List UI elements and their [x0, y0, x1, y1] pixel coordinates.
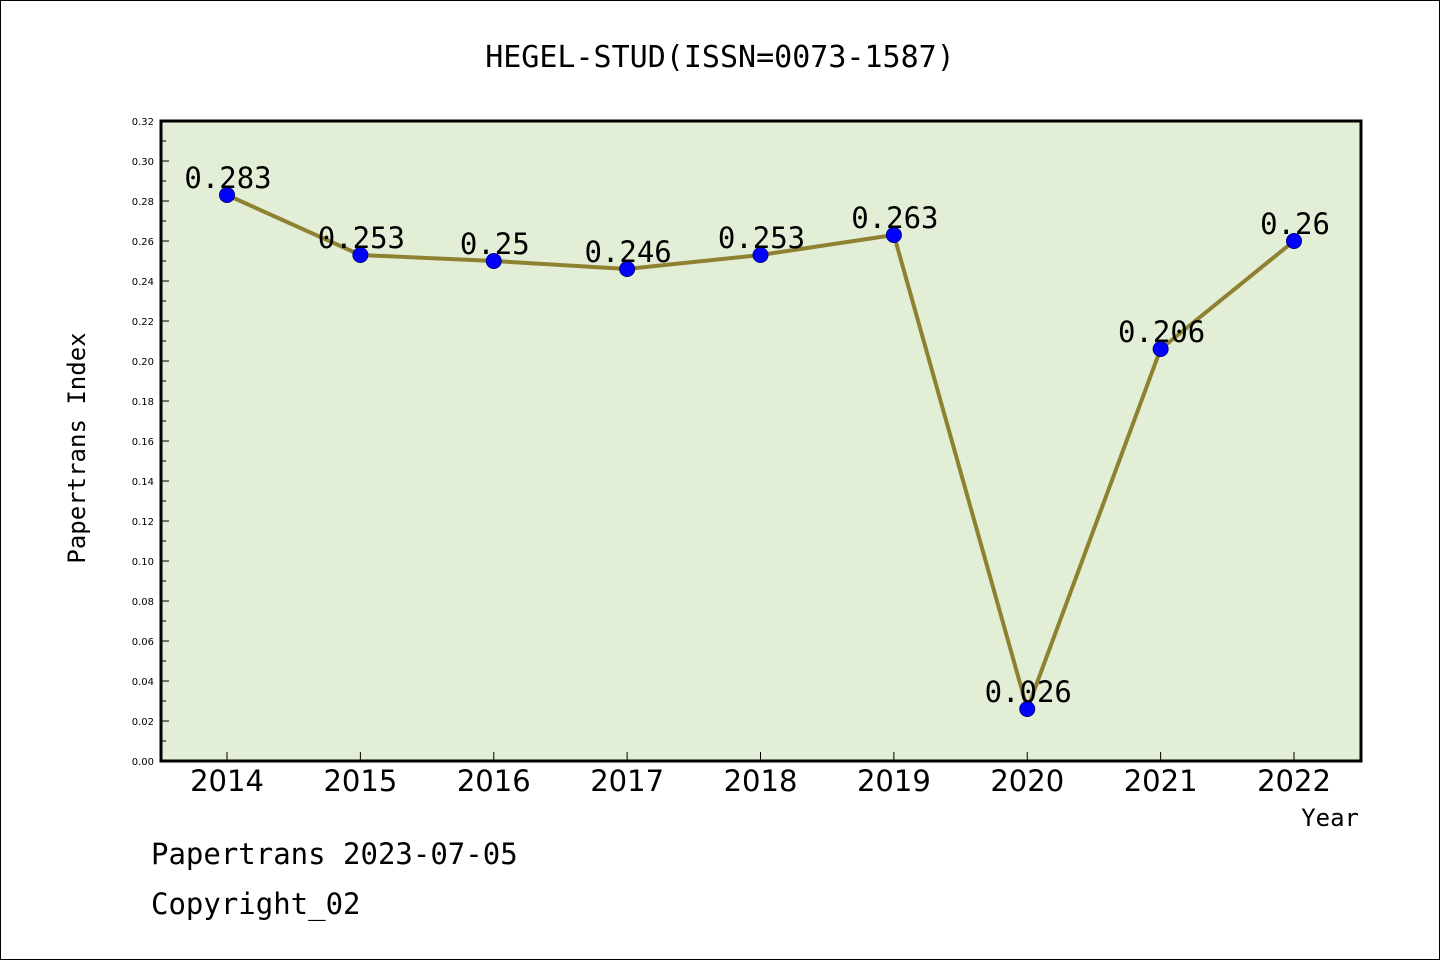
y-axis: 0.00 0.02 0.04 0.06 0.08 0.10 0.12 0.14 0.16 0.18… [132, 117, 169, 768]
y-tick-label: 0.06 [132, 637, 154, 648]
footer-copyright: Copyright_02 [151, 887, 361, 922]
y-tick-label: 0.12 [132, 517, 154, 528]
data-point [752, 247, 769, 263]
data-label: 0.206 [1118, 315, 1205, 349]
x-tick-label: 2014 [190, 764, 264, 798]
plot-area [159, 119, 1363, 763]
x-tick-label: 2021 [1124, 764, 1198, 798]
y-tick-label: 0.32 [132, 117, 154, 128]
data-point [1286, 233, 1302, 249]
x-tick-label: 2019 [857, 764, 931, 798]
x-tick-label: 2015 [323, 764, 397, 798]
y-tick-label: 0.08 [132, 597, 154, 608]
y-tick-label: 0.16 [132, 437, 154, 448]
data-point [885, 227, 902, 243]
x-tick-label: 2018 [724, 764, 798, 798]
x-tick-label: 2016 [457, 764, 531, 798]
data-label: 0.026 [985, 675, 1072, 709]
data-point [1019, 701, 1036, 717]
x-tick-label: 2017 [590, 764, 664, 798]
x-tick-label: 2020 [990, 764, 1064, 798]
data-label: 0.253 [718, 221, 805, 255]
x-tick-label: 2022 [1257, 764, 1331, 798]
data-point [219, 187, 235, 203]
y-tick-label: 0.14 [132, 477, 154, 488]
y-tick-label: 0.00 [132, 757, 154, 768]
data-label: 0.283 [184, 161, 271, 195]
y-tick-label: 0.26 [132, 237, 154, 248]
y-tick-label: 0.28 [132, 197, 154, 208]
chart-title: HEGEL-STUD(ISSN=0073-1587) [485, 40, 955, 75]
y-tick-label: 0.02 [132, 717, 154, 728]
data-label: 0.246 [584, 235, 671, 269]
data-label: 0.263 [851, 201, 938, 235]
y-tick-label: 0.10 [132, 557, 154, 568]
series-line [219, 187, 1302, 717]
data-point [485, 253, 502, 269]
data-label: 0.253 [318, 221, 405, 255]
data-point [619, 261, 636, 277]
x-axis-title: Year [1301, 804, 1359, 832]
data-label: 0.26 [1260, 207, 1330, 241]
y-tick-label: 0.04 [132, 677, 154, 688]
data-point [352, 247, 369, 263]
x-axis: 2014 2015 2016 2017 2018 2019 2020 2021 2022 [190, 752, 1331, 798]
data-labels: 0.283 0.253 0.25 0.246 0.253 0.263 0.026 0.206 0… [184, 161, 1330, 709]
y-tick-label: 0.18 [132, 397, 154, 408]
y-tick-label: 0.20 [132, 357, 154, 368]
data-label: 0.25 [460, 227, 530, 261]
footer-date: Papertrans 2023-07-05 [151, 837, 518, 871]
y-axis-title: Papertrans Index [63, 332, 91, 563]
y-tick-label: 0.22 [132, 317, 154, 328]
data-point [1152, 341, 1169, 357]
y-tick-label: 0.30 [132, 157, 154, 168]
y-tick-label: 0.24 [132, 277, 154, 288]
